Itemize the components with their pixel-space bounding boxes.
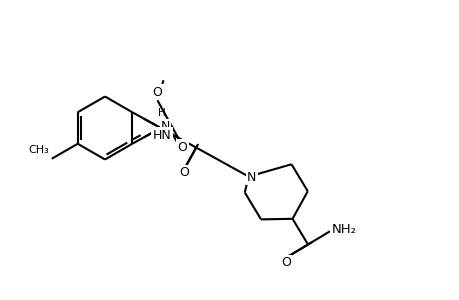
Text: HN: HN — [152, 129, 171, 142]
Text: O: O — [280, 256, 291, 269]
Text: N: N — [246, 171, 256, 184]
Text: N: N — [161, 119, 170, 133]
Text: H: H — [157, 108, 165, 118]
Text: O: O — [152, 85, 162, 99]
Text: NH₂: NH₂ — [330, 223, 356, 236]
Text: O: O — [179, 167, 188, 179]
Text: CH₃: CH₃ — [28, 145, 49, 155]
Text: O: O — [177, 141, 187, 154]
